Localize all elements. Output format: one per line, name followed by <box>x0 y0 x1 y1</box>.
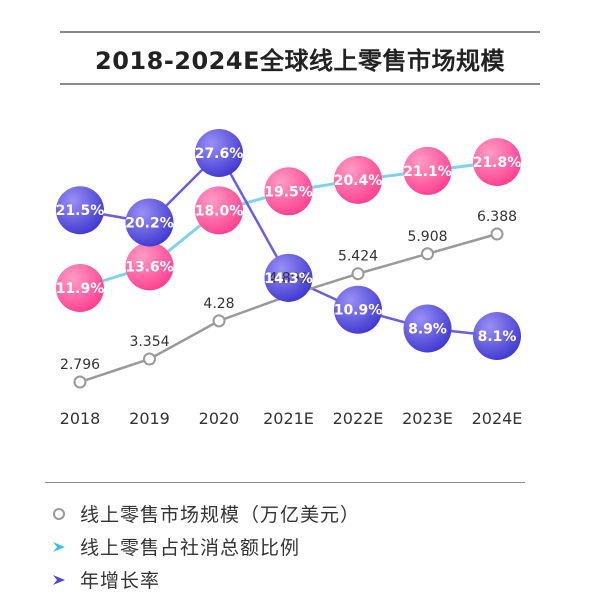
share-data-label: 19.5% <box>264 184 313 200</box>
legend-label: 线上零售市场规模（万亿美元） <box>80 504 361 526</box>
market-point <box>421 247 434 261</box>
share-bubble <box>56 264 104 312</box>
growth-bubble <box>264 253 313 302</box>
growth-data-label: 10.9% <box>334 303 383 319</box>
market-point <box>351 267 365 281</box>
x-tick-label: 2020 <box>199 409 240 428</box>
x-tick-label: 2021E <box>263 409 314 428</box>
share-data-label: 13.6% <box>125 259 174 275</box>
growth-bubble <box>125 198 174 247</box>
x-tick-label: 2019 <box>129 409 170 428</box>
x-tick-label: 2023E <box>402 409 453 428</box>
market-point <box>143 352 156 366</box>
chart-plot: 2.796 3.354 4.28 4.891 5.424 5.908 6.388 11.9% 1… <box>56 129 523 428</box>
share-bubble <box>125 242 174 291</box>
cyan-arrow-icon <box>50 538 68 556</box>
growth-data-label: 14.3% <box>264 271 313 287</box>
share-bubble <box>473 138 521 186</box>
share-data-label: 18.0% <box>195 203 244 219</box>
legend: 线上零售市场规模（万亿美元） 线上零售占社消总额比例 年增长率 <box>50 497 360 596</box>
growth-bubble <box>473 312 521 360</box>
growth-bubble <box>334 285 382 334</box>
growth-data-label: 20.2% <box>125 215 174 231</box>
legend-label: 年增长率 <box>80 570 161 592</box>
share-data-label: 21.1% <box>403 164 452 180</box>
growth-bubble <box>195 129 243 177</box>
market-data-label: 3.354 <box>129 334 169 350</box>
legend-item-share: 线上零售占社消总额比例 <box>50 530 360 563</box>
share-data-label: 21.8% <box>473 155 522 171</box>
share-data-label: 11.9% <box>56 281 105 297</box>
market-point <box>73 375 87 389</box>
legend-divider <box>45 482 525 483</box>
market-data-label: 5.908 <box>407 229 447 245</box>
x-tick-label: 2018 <box>60 409 101 428</box>
market-data-label: 4.891 <box>268 271 308 287</box>
hollow-circle-icon <box>50 505 68 523</box>
x-tick-label: 2022E <box>333 409 384 428</box>
legend-item-market: 线上零售市场规模（万亿美元） <box>50 497 360 530</box>
x-tick-label: 2024E <box>472 409 523 428</box>
market-point <box>490 227 504 241</box>
market-data-label: 6.388 <box>477 209 517 225</box>
chart-title: 2018-2024E全球线上零售市场规模 <box>60 31 540 85</box>
share-bubble <box>403 146 452 195</box>
growth-data-label: 8.1% <box>478 329 517 345</box>
share-bubble <box>195 186 243 235</box>
share-bubble <box>334 155 382 204</box>
growth-data-label: 27.6% <box>195 146 244 162</box>
market-data-label: 5.424 <box>338 249 378 265</box>
share-bubble <box>264 167 313 216</box>
growth-bubble <box>403 304 452 353</box>
legend-label: 线上零售占社消总额比例 <box>80 537 301 559</box>
growth-data-label: 8.9% <box>408 321 447 337</box>
growth-data-label: 21.5% <box>56 203 105 219</box>
share-data-label: 20.4% <box>334 173 383 189</box>
market-data-label: 2.796 <box>60 357 100 373</box>
blue-arrow-icon <box>50 571 68 589</box>
legend-item-growth: 年增长率 <box>50 563 360 596</box>
market-data-label: 4.28 <box>203 296 234 312</box>
growth-bubble <box>56 186 104 235</box>
market-point <box>212 314 226 328</box>
